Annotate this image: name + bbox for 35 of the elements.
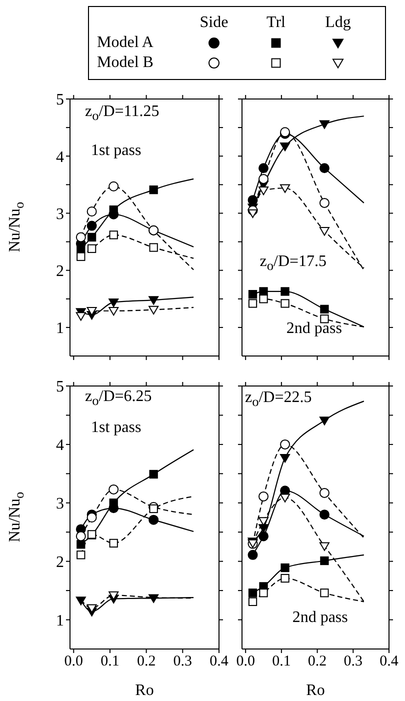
text: Trl [266,13,286,33]
x-tick-label: 0.0 [236,654,255,670]
x-tick-label: 0.1 [100,654,120,670]
annotation: 2nd pass [292,609,348,628]
annotation: 1st pass [91,419,142,438]
y-tick-label: 2 [56,263,64,280]
annotation: 2nd pass [286,320,342,338]
annotation: 1st pass [91,142,142,160]
x-tick-label: 0.4 [210,654,229,670]
y-tick-label: 5 [56,92,64,109]
x-tick-label: 0.4 [380,654,399,670]
x-axis-title: Ro [135,682,154,699]
x-tick-label: 0.2 [136,654,156,670]
annotation: z$_{o}$/D=22.5 [244,388,312,412]
y-tick-label: 5 [56,378,64,396]
y-tick-label: 1 [56,320,64,338]
text: Ldg [324,13,352,33]
y-tick-label: 3 [56,496,64,513]
x-tick-label: 0.1 [272,654,291,670]
x-tick-label: 0.3 [173,654,192,670]
annotation: z$_{o}$/D=17.5 [260,252,327,275]
y-tick-label: 4 [56,148,64,166]
x-tick-label: 0.3 [344,654,363,670]
text: Side [198,13,230,33]
text: Model A [97,33,154,53]
annotation: z$_{o}$/D=11.25 [85,103,160,126]
x-tick-label: 0.0 [64,654,84,670]
annotation: z$_{o}$/D=6.25 [85,388,152,410]
x-axis-title: Ro [306,682,325,699]
y-tick-label: 2 [56,554,64,572]
text: Model B [97,53,154,73]
y-tick-label: 4 [56,437,64,454]
y-tick-label: 3 [56,206,64,223]
x-tick-label: 0.2 [308,654,327,670]
y-tick-label: 1 [56,612,64,630]
